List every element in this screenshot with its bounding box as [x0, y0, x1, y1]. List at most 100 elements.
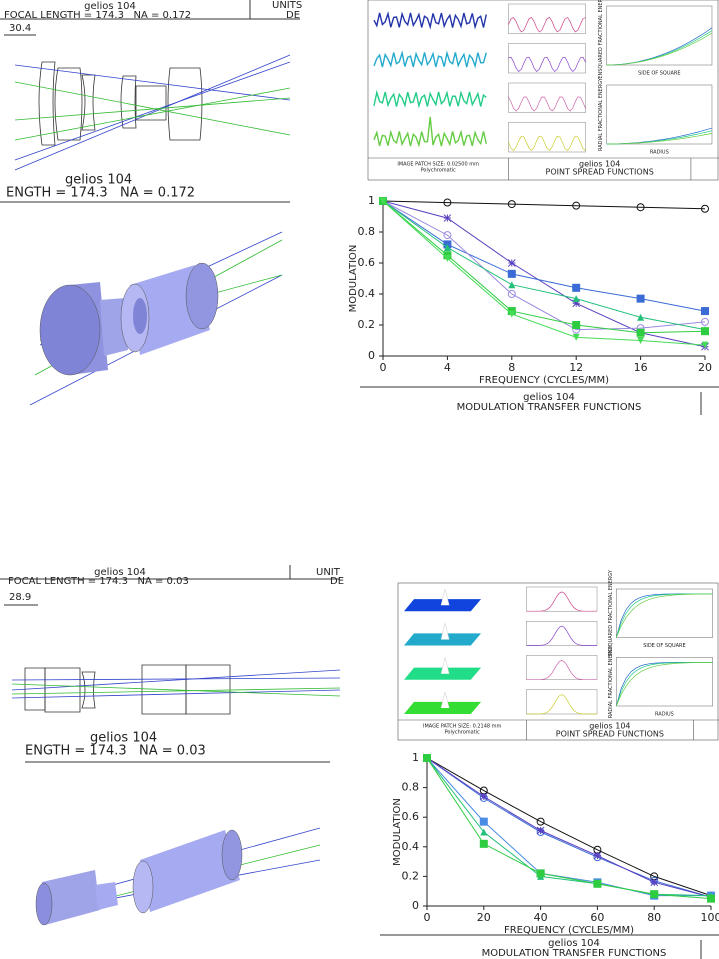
ray	[11, 677, 341, 681]
x-tick-label: 60	[590, 911, 604, 924]
series-line	[426, 757, 711, 897]
chart-title: gelios 104	[523, 392, 575, 403]
series-line	[382, 200, 706, 210]
psf-title: gelios 104	[589, 722, 630, 731]
psf-poly: Polychromatic	[445, 730, 480, 736]
lens-element	[44, 667, 81, 713]
psf-peak	[440, 657, 450, 674]
data-point	[479, 792, 488, 801]
psf-profile-frame	[508, 43, 586, 74]
lens-title: gelios 104	[65, 173, 132, 188]
x-tick-label: 16	[634, 361, 648, 374]
lens-face	[221, 829, 243, 881]
data-point	[701, 317, 709, 326]
scale-label: 28.9	[9, 592, 31, 603]
y-tick-label: 0.8	[358, 225, 376, 238]
x-tick-label: 0	[380, 361, 387, 374]
psf-name: POINT SPREAD FUNCTIONS	[556, 730, 664, 739]
ray	[14, 87, 291, 141]
lens-element	[38, 61, 56, 146]
lens-element	[81, 74, 96, 131]
psf-profile-frame	[508, 82, 586, 113]
series-line	[382, 200, 706, 346]
x-axis-label: FREQUENCY (CYCLES/MM)	[479, 375, 609, 386]
lens-face	[35, 882, 53, 926]
psf-name: POINT SPREAD FUNCTIONS	[546, 168, 654, 177]
data-point	[508, 310, 516, 318]
lens-element	[81, 671, 96, 709]
ray	[11, 687, 341, 695]
psf-profile-frame	[508, 122, 586, 153]
energy-curve	[606, 32, 713, 66]
lens-element	[120, 75, 137, 129]
data-point	[593, 851, 602, 860]
data-point	[443, 214, 452, 222]
psf-profile-frame	[526, 655, 598, 680]
psf-profile	[508, 56, 586, 73]
lens-body	[140, 830, 240, 912]
psf-profile	[526, 660, 597, 681]
psf-profile-frame	[526, 586, 598, 612]
psf-profile	[508, 96, 586, 112]
energy-frame	[616, 657, 713, 707]
series-line	[382, 200, 706, 334]
psf-profile	[508, 135, 586, 152]
x-tick-label: 20	[698, 361, 712, 374]
header-focal: FOCAL LENGTH = 174.3 NA = 0.03	[8, 576, 189, 587]
series-line	[426, 757, 712, 898]
y-tick-label: 1	[412, 751, 419, 764]
units-value: DE	[286, 10, 300, 21]
lens-body	[42, 870, 100, 925]
y-axis-label: MODULATION	[392, 798, 403, 866]
energy-axis-label: ENSQUARED FRACTIONAL ENERGY	[598, 0, 604, 79]
y-axis-label: MODULATION	[348, 245, 359, 313]
header-title: gelios 104	[94, 567, 146, 578]
energy-axis-label: ENSQUARED FRACTIONAL ENERGY	[608, 569, 614, 656]
x-tick-label: 12	[569, 361, 583, 374]
ray	[14, 64, 291, 101]
energy-frame	[606, 5, 713, 66]
series-line	[382, 200, 706, 331]
data-point	[636, 203, 645, 212]
lens-face	[132, 860, 154, 914]
energy-x-label: RADIUS	[650, 150, 669, 156]
psf-surface	[373, 116, 487, 148]
series-line	[382, 200, 706, 312]
energy-curve	[615, 593, 713, 638]
x-tick-label: 0	[424, 911, 431, 924]
data-point	[593, 879, 602, 888]
energy-curve	[615, 593, 713, 638]
lens-element	[185, 664, 231, 715]
psf-profile-frame	[526, 689, 598, 715]
energy-x-label: SIDE OF SQUARE	[643, 643, 685, 649]
data-point	[507, 290, 516, 298]
data-point	[572, 283, 581, 292]
series-line	[426, 757, 712, 897]
psf-title: gelios 104	[579, 160, 620, 169]
psf-profile	[526, 625, 597, 646]
psf-profile-frame	[508, 3, 586, 34]
data-point	[480, 828, 488, 836]
series-line	[426, 757, 712, 898]
header-title: gelios 104	[84, 1, 136, 12]
psf-surface	[373, 89, 487, 109]
energy-curve	[615, 662, 713, 707]
y-tick-label: 0	[368, 349, 375, 362]
ray	[14, 97, 291, 121]
series-line	[426, 757, 712, 900]
psf-peak	[440, 588, 450, 606]
series-line	[426, 757, 712, 897]
lens-face	[185, 262, 219, 330]
energy-axis-label: RADIAL FRACTIONAL ENERGY	[608, 644, 614, 718]
lens-layout	[0, 565, 341, 763]
ray	[14, 54, 291, 171]
data-point	[650, 878, 659, 887]
psf-profile	[508, 17, 586, 33]
psf-peak	[440, 691, 450, 708]
ray	[11, 669, 341, 691]
data-point	[443, 244, 451, 251]
data-point	[479, 817, 488, 826]
psf-surface	[373, 50, 487, 69]
data-point	[507, 269, 516, 278]
lens-face	[133, 298, 147, 334]
